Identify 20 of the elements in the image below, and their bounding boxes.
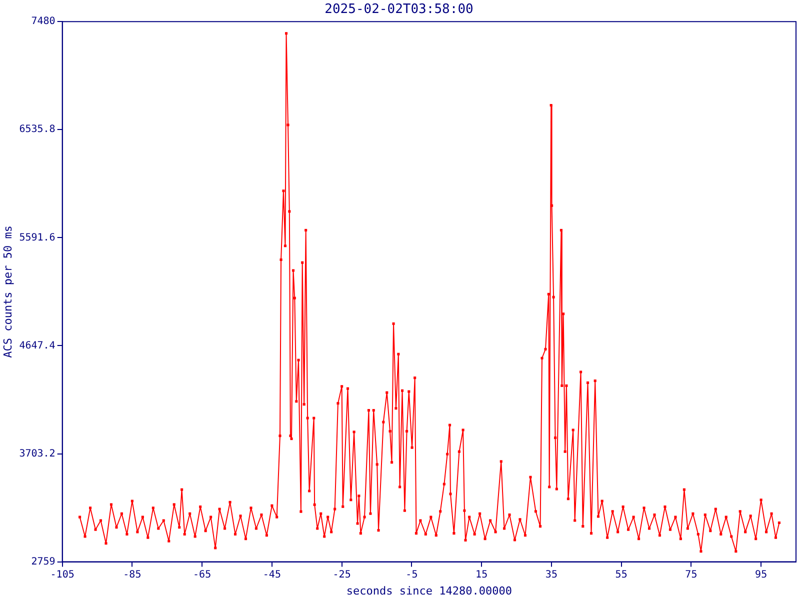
x-tick-label: 95 bbox=[755, 569, 768, 580]
y-tick-label: 5591.6 bbox=[19, 232, 56, 244]
x-tick-label: 15 bbox=[476, 569, 488, 580]
y-axis-title: ACS counts per 50 ms bbox=[1, 225, 14, 358]
x-tick-label: -65 bbox=[193, 569, 212, 580]
y-tick-label: 6535.8 bbox=[19, 124, 56, 136]
y-tick-label: 4647.4 bbox=[19, 340, 56, 352]
x-tick-label: -25 bbox=[332, 569, 351, 580]
x-tick-label: -105 bbox=[50, 569, 74, 580]
chart-title: 2025-02-02T03:58:00 bbox=[324, 2, 474, 18]
x-tick-label: 55 bbox=[615, 569, 628, 580]
x-tick-label: 75 bbox=[685, 569, 698, 580]
y-tick-label: 3703.2 bbox=[19, 448, 56, 460]
x-tick-label: -45 bbox=[262, 569, 281, 580]
x-tick-label: -85 bbox=[123, 569, 142, 580]
x-axis-title: seconds since 14280.00000 bbox=[346, 584, 512, 598]
y-tick-label: 7480 bbox=[31, 16, 56, 28]
x-tick-label: -5 bbox=[406, 569, 418, 580]
y-tick-label: 2759 bbox=[31, 556, 56, 568]
x-tick-label: 35 bbox=[545, 569, 558, 580]
